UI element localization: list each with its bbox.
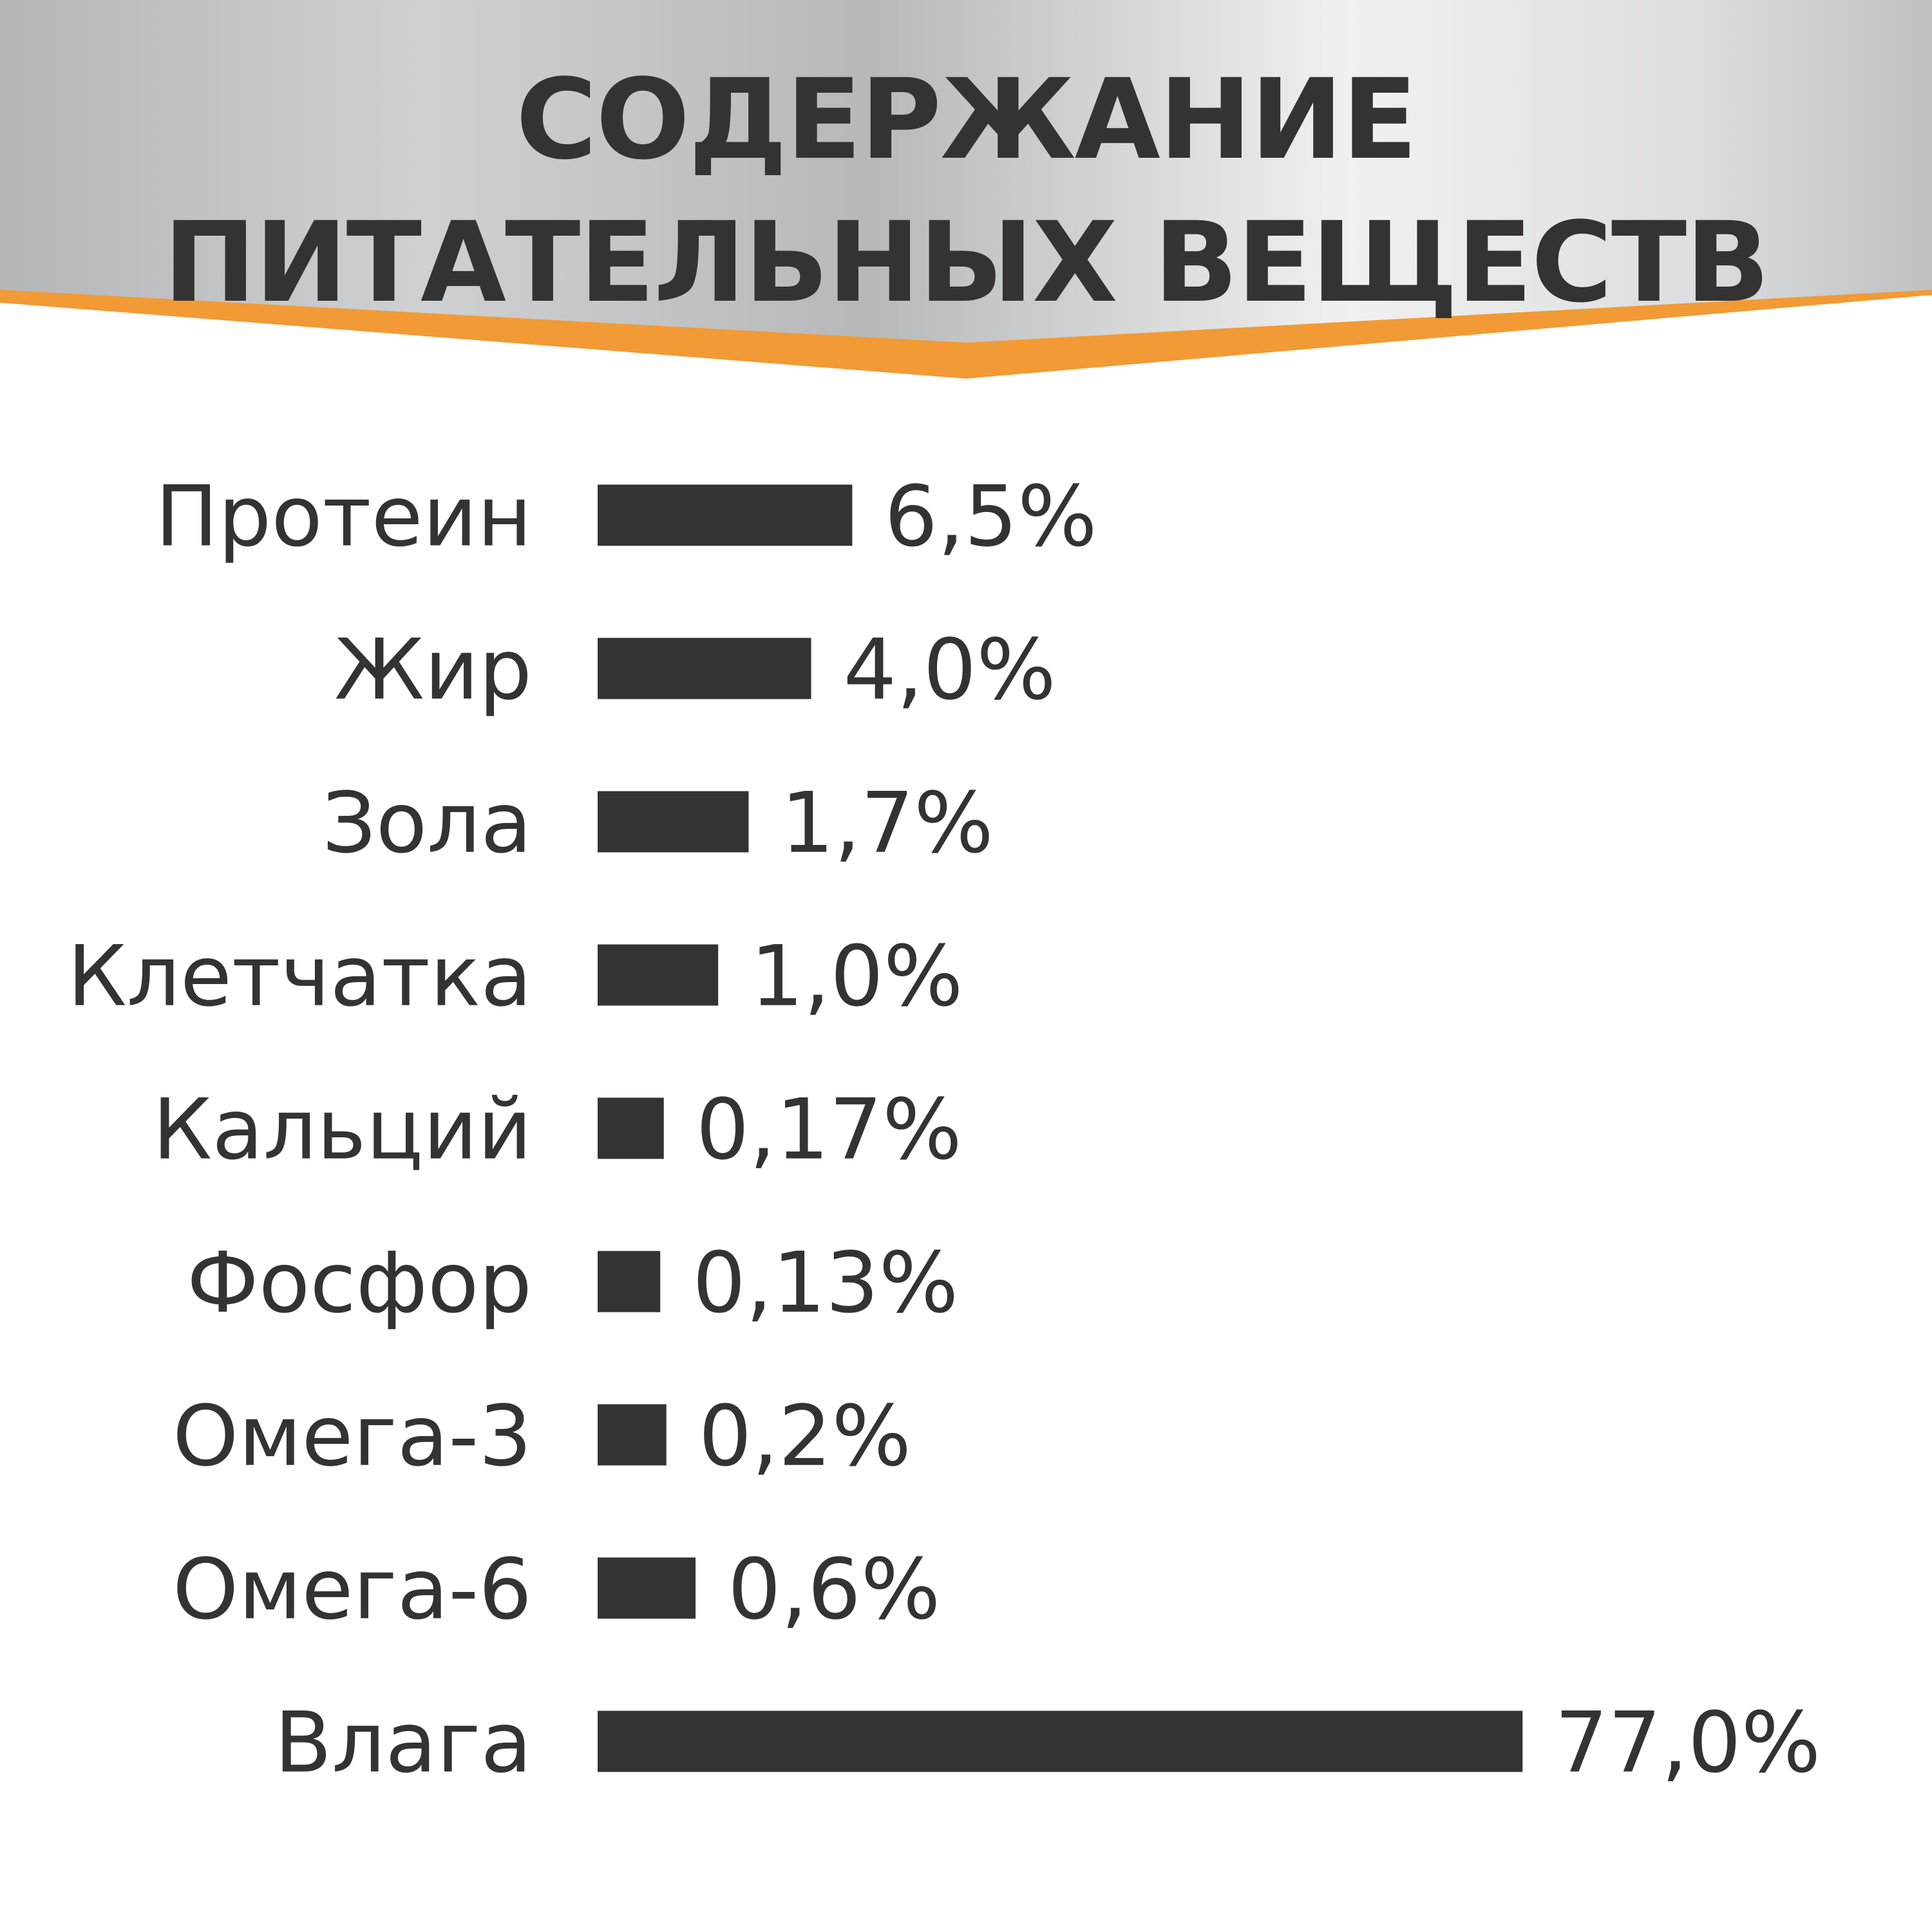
value-label: 0,13% [692,1234,958,1332]
category-label: Клетчатка [68,927,532,1025]
category-label: Омега-3 [173,1387,532,1485]
header-banner [0,0,1932,379]
bar [598,944,719,1006]
value-label: 77,0% [1555,1694,1821,1792]
value-label: 0,17% [696,1081,962,1179]
bar [598,1404,667,1466]
category-label: Жир [334,621,532,719]
value-label: 1,7% [781,774,993,872]
value-label: 0,6% [728,1540,940,1638]
bar [598,638,811,699]
category-label: Омега-6 [173,1540,532,1638]
title-line-2: ПИТАТЕЛЬНЫХ ВЕЩЕСТВ [163,198,1770,327]
chart-title: СОДЕРЖАНИЕ ПИТАТЕЛЬНЫХ ВЕЩЕСТВ [0,48,1932,334]
category-label: Фосфор [187,1234,532,1332]
bar [598,791,749,853]
value-label: 6,5% [884,468,1097,565]
title-line-1: СОДЕРЖАНИЕ [515,55,1417,184]
bar [598,1710,1523,1772]
value-label: 4,0% [844,621,1056,719]
bar [598,1251,661,1312]
value-label: 1,0% [750,927,963,1025]
value-label: 0,2% [699,1387,911,1485]
bar [598,1097,664,1159]
bar [598,1557,696,1619]
silver-header-shape [0,0,1932,343]
category-label: Протеин [155,468,532,565]
category-label: Влага [274,1694,532,1792]
category-label: Зола [322,774,532,872]
bar [598,484,853,546]
category-label: Кальций [153,1081,532,1179]
